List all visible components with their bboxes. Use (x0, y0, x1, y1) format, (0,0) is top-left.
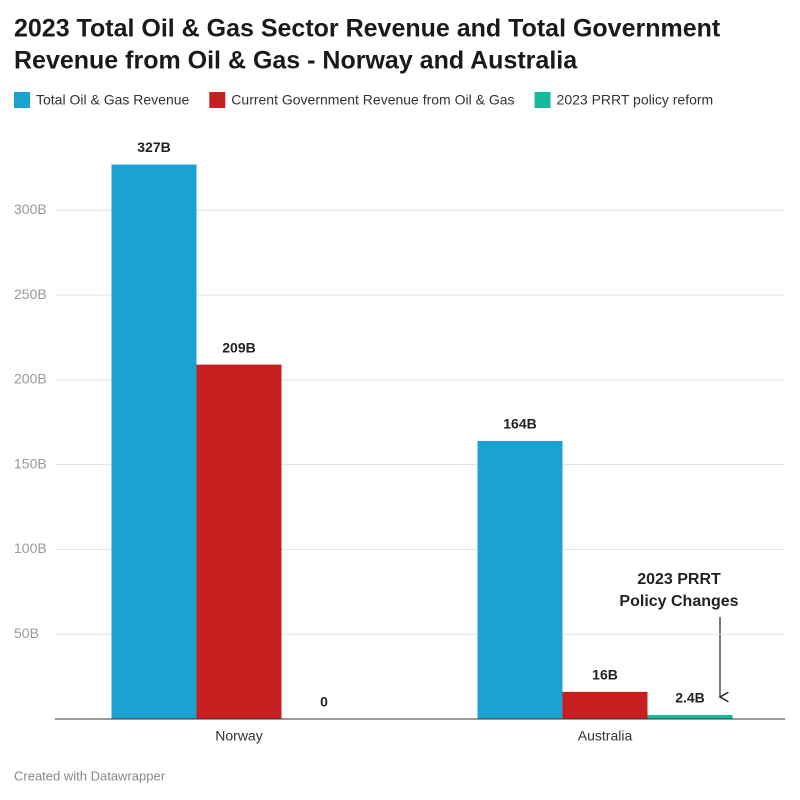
annotation: 2023 PRRT (637, 571, 721, 588)
chart-title: Revenue from Oil & Gas - Norway and Aust… (14, 47, 578, 75)
bar (111, 164, 197, 720)
annotation: Policy Changes (619, 593, 738, 610)
y-tick-label: 200B (14, 371, 47, 387)
bar (477, 440, 563, 719)
y-tick-label: 100B (14, 540, 47, 556)
data-label: 2.4B (675, 690, 705, 706)
legend-swatch (534, 92, 551, 108)
bar (196, 364, 282, 719)
data-label: 0 (320, 694, 328, 710)
y-tick-label: 50B (14, 625, 39, 641)
legend-label: Current Government Revenue from Oil & Ga… (231, 92, 514, 108)
data-label: 164B (503, 416, 536, 432)
bar (562, 691, 648, 719)
y-tick-label: 250B (14, 286, 47, 302)
x-tick-label: Australia (578, 728, 633, 744)
y-tick-label: 150B (14, 455, 47, 471)
legend-label: Total Oil & Gas Revenue (36, 92, 190, 108)
chart-title: 2023 Total Oil & Gas Sector Revenue and … (14, 15, 721, 43)
data-label: 327B (137, 139, 170, 155)
legend-swatch (14, 92, 30, 108)
bar (647, 714, 733, 719)
data-label: 16B (592, 667, 618, 683)
y-tick-label: 300B (14, 201, 47, 217)
footer: Created with Datawrapper (14, 768, 166, 783)
data-label: 209B (222, 339, 255, 355)
legend-label: 2023 PRRT policy reform (557, 92, 714, 108)
x-tick-label: Norway (215, 728, 262, 744)
legend-swatch (209, 92, 226, 108)
